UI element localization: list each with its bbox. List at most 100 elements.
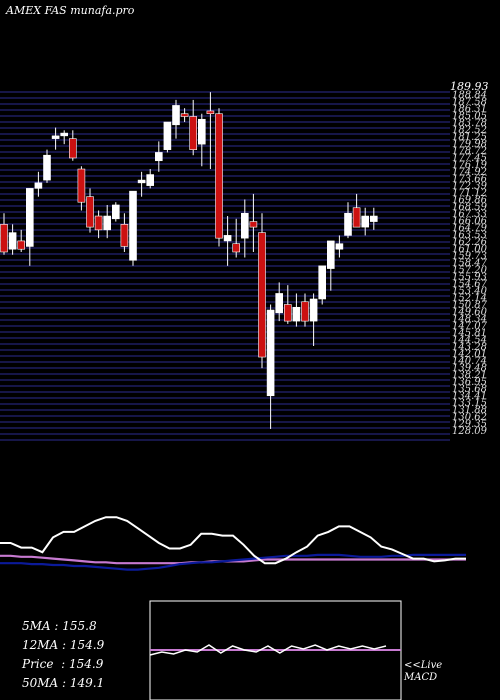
candle-body-down [352, 207, 361, 228]
price-tick-label: 168.59 [452, 202, 488, 213]
candle-body-up [275, 293, 284, 314]
candle-body-up [241, 212, 249, 239]
candle [0, 213, 8, 255]
price-tick-label: 173.66 [452, 174, 488, 185]
candle [189, 99, 197, 156]
stat-price: Price : 154.9 [22, 657, 104, 671]
candle-body-up [25, 188, 34, 247]
price-tick-label: 131.88 [452, 405, 487, 416]
price-tick-label: 154.67 [452, 279, 488, 290]
candle-body-up [369, 215, 378, 222]
candle-body-up [43, 154, 51, 181]
candle-body-down [120, 224, 129, 247]
candle [8, 224, 17, 255]
macd-line [149, 644, 387, 656]
candle [155, 141, 163, 172]
price-tick-label: 129.35 [452, 419, 487, 430]
candle-body-up [318, 265, 327, 300]
price-tick-label: 181.25 [452, 132, 487, 143]
price-tick-label: 159.73 [452, 251, 487, 262]
price-tick-label: 174.92 [452, 167, 487, 178]
candle-body-up [137, 179, 146, 184]
price-tick-label: 134.41 [452, 391, 487, 402]
stat-12ma: 12MA : 154.9 [22, 638, 105, 652]
moving-average-stats: 5MA : 155.8 12MA : 154.9 Price : 154.9 5… [22, 617, 104, 693]
chart-title: AMEX FAS munafa.pro [6, 4, 135, 17]
candle-body-up [292, 306, 301, 322]
candle [137, 171, 146, 197]
candle [69, 130, 77, 161]
candle [352, 193, 361, 228]
candle-body-down [189, 116, 197, 150]
candle [215, 108, 223, 247]
price-tick-label: 145.81 [452, 328, 487, 339]
candle-body-down [69, 138, 77, 159]
price-tick-label: 163.53 [452, 230, 487, 241]
candle [292, 293, 301, 327]
price-tick-label: 150.87 [452, 300, 488, 311]
candle [275, 282, 284, 322]
candlestick-series [0, 92, 378, 429]
candle [326, 240, 335, 291]
price-tick-label: 177.45 [452, 153, 487, 164]
candle-body-up [266, 309, 275, 397]
candle [146, 169, 154, 189]
stat-5ma: 5MA : 155.8 [22, 619, 97, 633]
fast-ma-line [0, 516, 466, 565]
price-tick-label: 187.58 [452, 97, 487, 108]
price-tick-label: 166.06 [452, 216, 488, 227]
candle-body-up [129, 190, 137, 261]
candle [94, 210, 103, 239]
price-tick-label: 179.98 [452, 139, 487, 150]
candle [60, 130, 69, 145]
candle [369, 207, 378, 230]
price-tick-label: 158.47 [452, 258, 488, 269]
candle-body-up [223, 235, 232, 242]
candle [266, 304, 275, 429]
macd-panel [149, 644, 401, 656]
candle [301, 293, 309, 327]
live-label: <<Live [404, 660, 443, 671]
price-tick-label: 148.34 [452, 314, 487, 325]
price-tick-label: 178.72 [452, 146, 487, 157]
candle [172, 99, 180, 139]
candle [249, 193, 258, 252]
price-tick-label: 188.84 [452, 90, 487, 101]
price-tick-label: 153.40 [452, 286, 488, 297]
candle [335, 235, 344, 258]
candle-body-down [0, 224, 8, 253]
price-tick-label: 152.14 [452, 293, 487, 304]
candle [77, 166, 86, 211]
price-tick-label: 138.21 [452, 370, 487, 381]
candle-body-down [94, 215, 103, 231]
moving-average-panel [0, 516, 466, 571]
candle-body-up [112, 204, 120, 220]
price-tick-label: 149.60 [452, 307, 488, 318]
price-tick-label: 136.95 [452, 377, 487, 388]
price-tick-label: 135.68 [452, 384, 487, 395]
candle-body-down [258, 232, 266, 358]
candle-body-up [51, 135, 60, 139]
candle [318, 265, 327, 305]
candle-body-up [326, 240, 335, 269]
candle-body-up [103, 215, 111, 231]
candle-body-down [180, 113, 189, 117]
candle-body-up [34, 182, 43, 189]
price-tick-label: 155.93 [452, 272, 487, 283]
candle [198, 113, 206, 167]
candle-body-up [309, 298, 318, 322]
price-tick-label: 182.52 [452, 125, 487, 136]
price-tick-label: 128.09 [452, 426, 488, 437]
price-tick-label: 167.33 [452, 209, 487, 220]
price-tick-label: 162.26 [452, 237, 488, 248]
candle [103, 204, 111, 239]
candle-body-down [17, 240, 26, 250]
candle [309, 293, 318, 346]
price-tick-label: 140.74 [452, 356, 487, 367]
candle-body-up [198, 118, 206, 145]
candle [86, 188, 94, 233]
candle [120, 213, 129, 252]
candle [206, 92, 215, 170]
candle [344, 202, 352, 239]
